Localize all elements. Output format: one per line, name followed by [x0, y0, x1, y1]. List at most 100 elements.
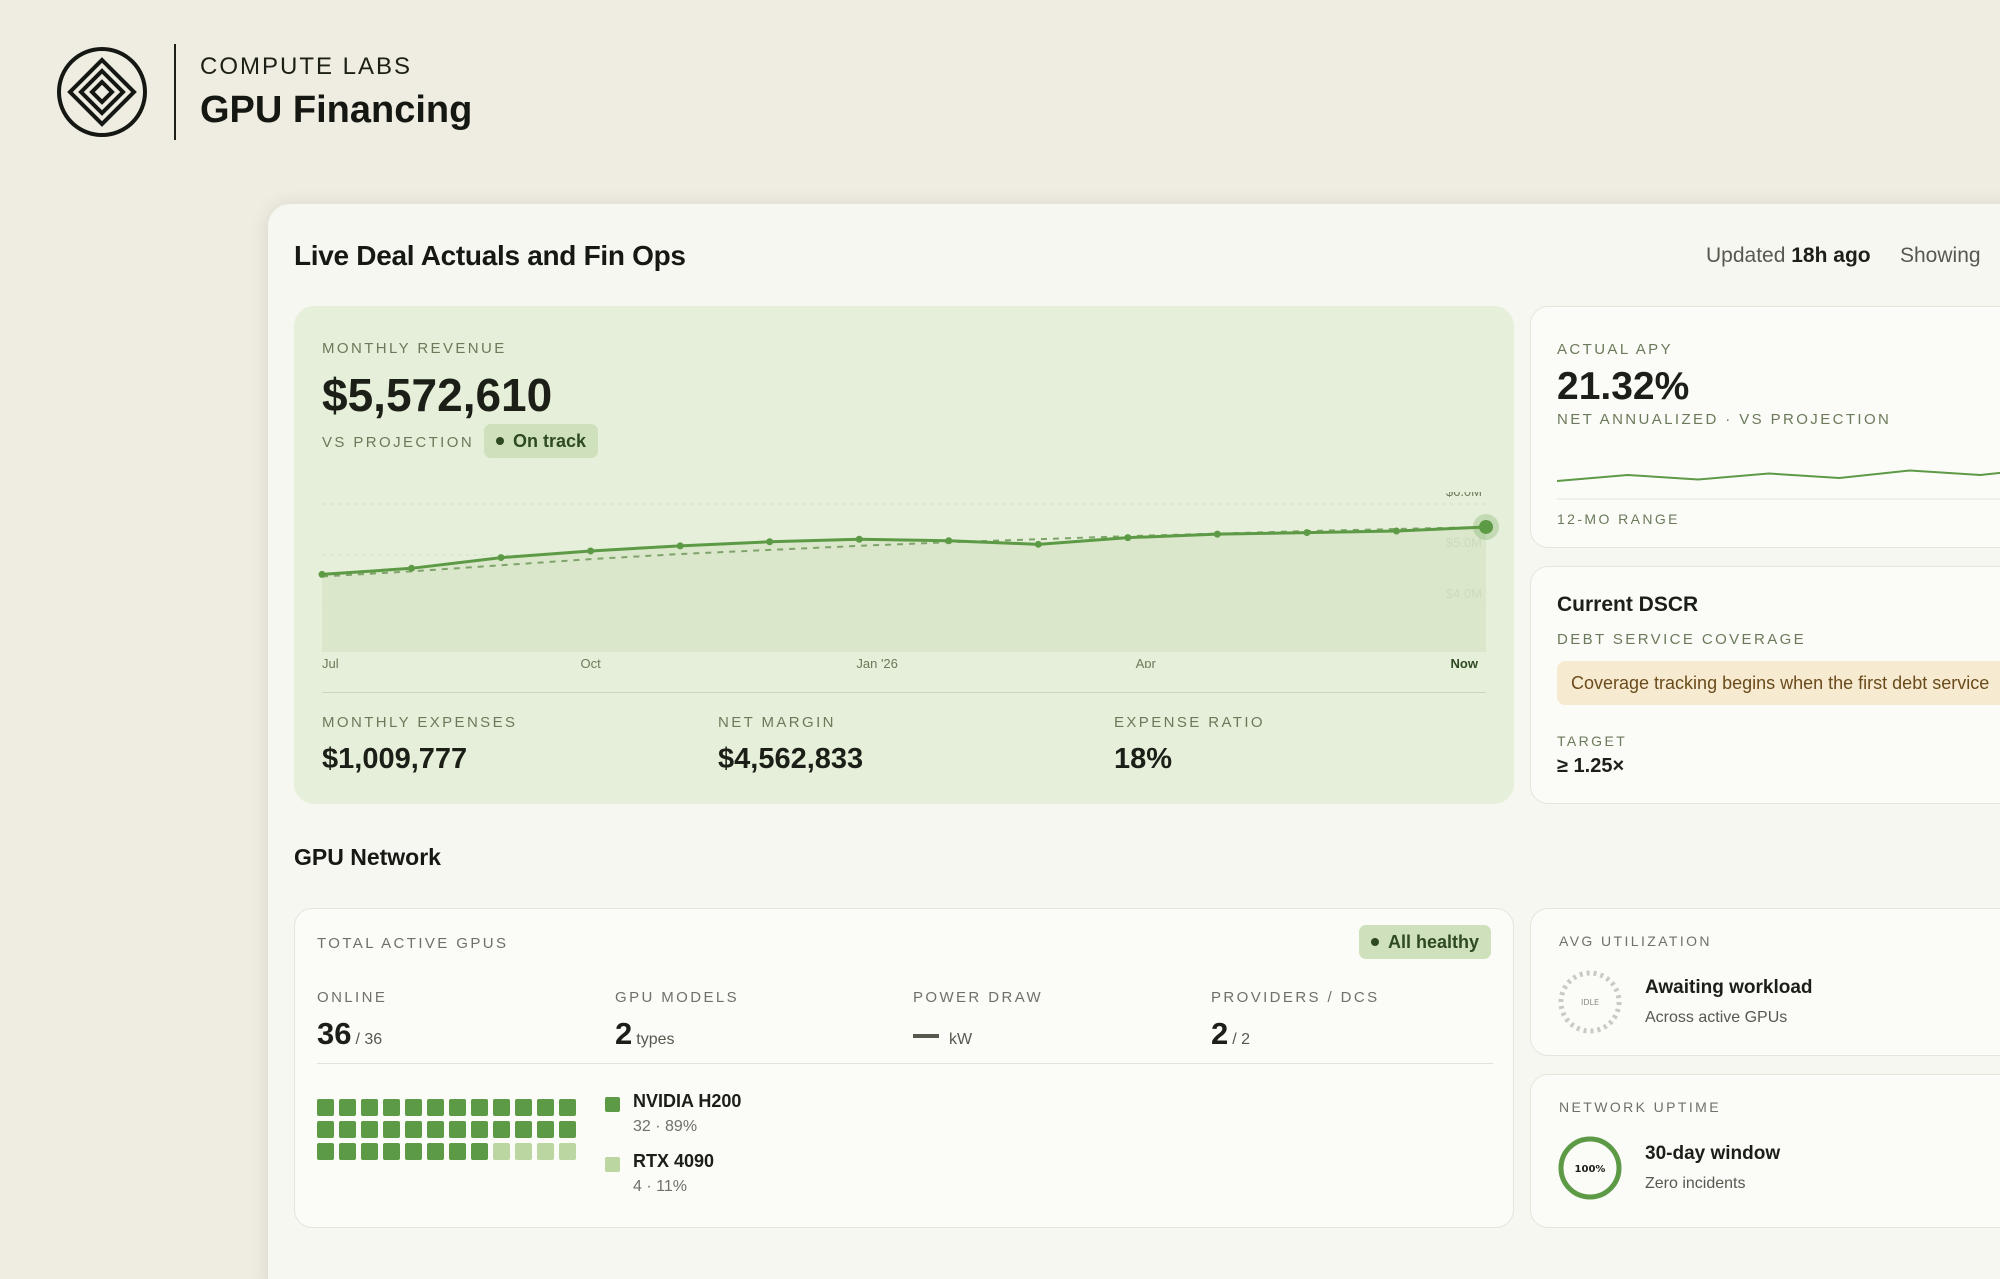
gpu-cell-h200 — [361, 1099, 378, 1116]
vs-projection-label: VS PROJECTION — [322, 434, 475, 451]
gpu-cell-h200 — [427, 1143, 444, 1160]
data-point — [1124, 534, 1132, 542]
expenses-value: $1,009,777 — [322, 743, 468, 775]
net-margin-stat: NET MARGIN $4,562,833 — [718, 714, 863, 776]
legend-swatch-icon — [605, 1157, 620, 1172]
uptime-card: NETWORK UPTIME 100% 30-day window Zero i… — [1530, 1074, 2000, 1228]
total-gpus-label: TOTAL ACTIVE GPUS — [317, 935, 509, 952]
gpu-cell-h200 — [405, 1121, 422, 1138]
apy-sparkline — [1557, 469, 2000, 500]
gpu-models-stat: GPU MODELS 2 types — [615, 989, 739, 1052]
gpu-cell-h200 — [537, 1099, 554, 1116]
data-point — [408, 564, 416, 572]
health-badge: All healthy — [1359, 925, 1492, 959]
health-text: All healthy — [1388, 931, 1480, 952]
gpu-cell-h200 — [317, 1143, 334, 1160]
data-point — [1034, 540, 1042, 548]
gpu-cell-rtx4090 — [559, 1143, 576, 1160]
data-point — [855, 535, 863, 543]
data-point — [1213, 530, 1221, 538]
x-tick-label: Jul — [322, 656, 339, 668]
uptime-label: NETWORK UPTIME — [1559, 1099, 1721, 1115]
online-unit: / 36 — [355, 1031, 383, 1048]
data-point — [1303, 529, 1311, 537]
brand: COMPUTE LABS GPU Financing — [56, 44, 472, 140]
gpu-network-card: TOTAL ACTIVE GPUS All healthy ONLINE 36/… — [294, 908, 1514, 1228]
x-tick-label: Now — [1451, 656, 1479, 668]
gpu-cell-h200 — [361, 1143, 378, 1160]
data-point — [587, 547, 595, 555]
gpu-cell-h200 — [317, 1121, 334, 1138]
gpu-cell-h200 — [493, 1121, 510, 1138]
updated-timestamp: Updated 18h ago — [1706, 244, 1871, 268]
status-badge: On track — [484, 424, 599, 458]
revenue-card: MONTHLY REVENUE $5,572,610 VS PROJECTION… — [294, 306, 1514, 804]
legend-swatch-icon — [605, 1097, 620, 1112]
dscr-target-label: TARGET — [1557, 733, 1628, 749]
gpu-cell-h200 — [339, 1121, 356, 1138]
gpu-cell-h200 — [449, 1121, 466, 1138]
gpu-cell-rtx4090 — [493, 1143, 510, 1160]
expense-ratio-stat: EXPENSE RATIO 18% — [1114, 714, 1265, 776]
legend-meta: 4 · 11% — [633, 1178, 687, 1195]
data-point — [766, 538, 774, 546]
brand-product: GPU Financing — [200, 88, 473, 131]
x-tick-label: Jan '26 — [856, 656, 898, 668]
apy-spark-line — [1557, 469, 2000, 482]
brand-company: COMPUTE LABS — [200, 52, 413, 80]
gpu-cell-h200 — [383, 1121, 400, 1138]
online-stat: ONLINE 36/ 36 — [317, 989, 387, 1052]
gpu-models-value: 2 — [615, 1016, 633, 1051]
gpu-cell-h200 — [317, 1099, 334, 1116]
legend-name: NVIDIA H200 — [633, 1091, 742, 1111]
divider — [322, 692, 1486, 693]
data-point — [497, 554, 505, 562]
expense-ratio-value: 18% — [1114, 743, 1173, 775]
updated-prefix: Updated — [1706, 244, 1786, 267]
gpu-cell-h200 — [427, 1099, 444, 1116]
gpu-grid — [317, 1099, 581, 1160]
y-tick-label: $6.0M — [1446, 492, 1482, 499]
compute-labs-logo-icon — [57, 47, 147, 137]
providers-stat: PROVIDERS / DCS 2/ 2 — [1211, 989, 1380, 1052]
online-label: ONLINE — [317, 989, 388, 1006]
gpu-cell-h200 — [449, 1099, 466, 1116]
panel-header: Live Deal Actuals and Fin Ops Updated 18… — [294, 240, 2000, 280]
gpu-network-title: GPU Network — [294, 844, 441, 870]
current-point — [1479, 519, 1493, 534]
apy-range-label: 12-MO RANGE — [1557, 511, 1680, 527]
data-point — [945, 537, 953, 545]
gpu-cell-h200 — [405, 1099, 422, 1116]
dscr-title: Current DSCR — [1557, 593, 1699, 616]
revenue-area — [322, 526, 1486, 652]
power-draw-stat: POWER DRAW kW — [913, 989, 1043, 1052]
data-point — [1392, 527, 1400, 535]
page-title: Live Deal Actuals and Fin Ops — [294, 240, 686, 271]
gpu-cell-h200 — [471, 1099, 488, 1116]
power-draw-unit: kW — [949, 1031, 973, 1048]
dscr-notice-banner: Coverage tracking begins when the first … — [1557, 661, 2000, 705]
updated-value: 18h ago — [1791, 244, 1871, 267]
providers-value: 2 — [1211, 1016, 1229, 1051]
online-value: 36 — [317, 1016, 352, 1051]
gpu-cell-rtx4090 — [515, 1143, 532, 1160]
power-draw-label: POWER DRAW — [913, 989, 1044, 1006]
health-dot-icon — [1371, 938, 1379, 946]
dscr-target-value: ≥ 1.25× — [1557, 755, 1625, 777]
gpu-cell-h200 — [559, 1121, 576, 1138]
utilization-card: AVG UTILIZATION IDLE Awaiting workload A… — [1530, 908, 2000, 1056]
gpu-cell-h200 — [537, 1121, 554, 1138]
data-point — [318, 570, 326, 578]
revenue-label: MONTHLY REVENUE — [322, 340, 507, 357]
gpu-cell-h200 — [471, 1143, 488, 1160]
gpu-cell-h200 — [383, 1143, 400, 1160]
gpu-cell-h200 — [361, 1121, 378, 1138]
utilization-subtitle: Across active GPUs — [1645, 1009, 1788, 1026]
gpu-cell-h200 — [559, 1099, 576, 1116]
divider — [317, 1063, 1493, 1064]
uptime-ring-text: 100% — [1575, 1164, 1606, 1175]
gpu-cell-h200 — [339, 1143, 356, 1160]
expense-ratio-label: EXPENSE RATIO — [1114, 714, 1265, 731]
expenses-stat: MONTHLY EXPENSES $1,009,777 — [322, 714, 517, 776]
apy-label: ACTUAL APY — [1557, 341, 1673, 358]
